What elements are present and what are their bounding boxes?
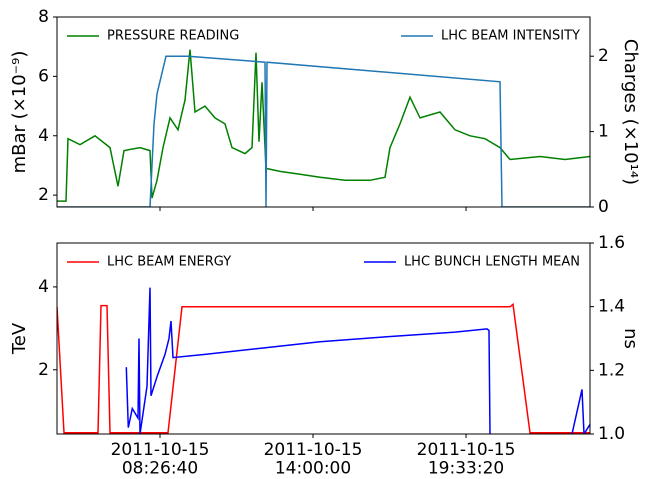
- data-line: [57, 55, 590, 207]
- y2-axis-label: ns: [620, 328, 641, 349]
- plot-frame: [56, 242, 591, 435]
- y2-tick-label: 1.2: [598, 360, 625, 380]
- data-line: [57, 302, 590, 434]
- y-tick-label: 8: [38, 7, 49, 27]
- y-axis-label: TeV: [9, 322, 30, 355]
- data-line: [57, 49, 590, 202]
- y2-tick-label: 0: [598, 197, 609, 217]
- x-tick-label: 2011-10-15 08:26:40: [111, 440, 210, 479]
- x-tick-label: 2011-10-15 19:33:20: [417, 440, 516, 479]
- x-tick-label: 2011-10-15 14:00:00: [264, 440, 363, 479]
- y2-tick-label: 1: [598, 122, 609, 142]
- y-axis-label: mBar (×10⁻⁹): [9, 51, 30, 174]
- y2-tick-label: 1.4: [598, 297, 625, 317]
- y2-axis-label: Charges (×10¹⁴): [620, 39, 641, 185]
- legend-label: PRESSURE READING: [107, 29, 239, 44]
- legend-label: LHC BUNCH LENGTH MEAN: [404, 255, 580, 270]
- y2-tick-label: 1.0: [598, 424, 625, 444]
- y-tick-label: 2: [38, 360, 49, 380]
- y-tick-label: 4: [38, 126, 49, 146]
- y2-tick-label: 1.6: [598, 233, 625, 253]
- plot-frame: [56, 16, 591, 208]
- y-tick-label: 6: [38, 66, 49, 86]
- y-tick-label: 2: [38, 185, 49, 205]
- data-line: [125, 287, 590, 434]
- legend-label: LHC BEAM INTENSITY: [441, 29, 580, 44]
- y-tick-label: 4: [38, 277, 49, 297]
- legend-label: LHC BEAM ENERGY: [107, 255, 231, 270]
- y2-tick-label: 2: [598, 46, 609, 66]
